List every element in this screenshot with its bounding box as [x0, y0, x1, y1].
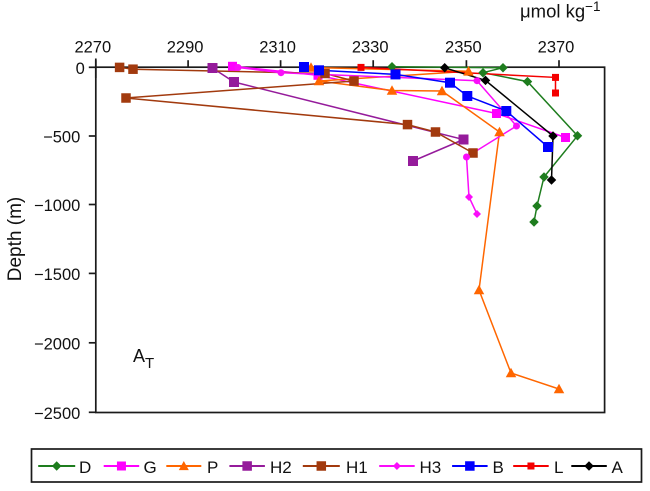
svg-text:G: G — [144, 458, 157, 477]
svg-text:μmol kg−1: μmol kg−1 — [520, 0, 601, 22]
svg-text:Depth (m): Depth (m) — [5, 197, 26, 281]
svg-text:A: A — [612, 458, 624, 477]
svg-text:B: B — [493, 458, 504, 477]
svg-text:H2: H2 — [270, 458, 292, 477]
svg-text:2270: 2270 — [74, 39, 111, 57]
svg-text:H3: H3 — [420, 458, 442, 477]
svg-text:−1000: −1000 — [34, 197, 80, 215]
svg-text:H1: H1 — [346, 458, 368, 477]
svg-text:L: L — [554, 458, 563, 477]
svg-text:2290: 2290 — [167, 39, 204, 57]
svg-text:−2000: −2000 — [34, 335, 80, 353]
svg-text:−500: −500 — [43, 129, 80, 147]
svg-text:−2500: −2500 — [34, 405, 80, 423]
svg-text:2350: 2350 — [445, 39, 482, 57]
svg-text:P: P — [207, 458, 218, 477]
svg-text:0: 0 — [76, 60, 85, 78]
svg-text:2370: 2370 — [538, 39, 575, 57]
svg-text:−1500: −1500 — [34, 266, 80, 284]
svg-text:2330: 2330 — [352, 39, 389, 57]
svg-text:D: D — [79, 458, 91, 477]
svg-text:2310: 2310 — [259, 39, 296, 57]
